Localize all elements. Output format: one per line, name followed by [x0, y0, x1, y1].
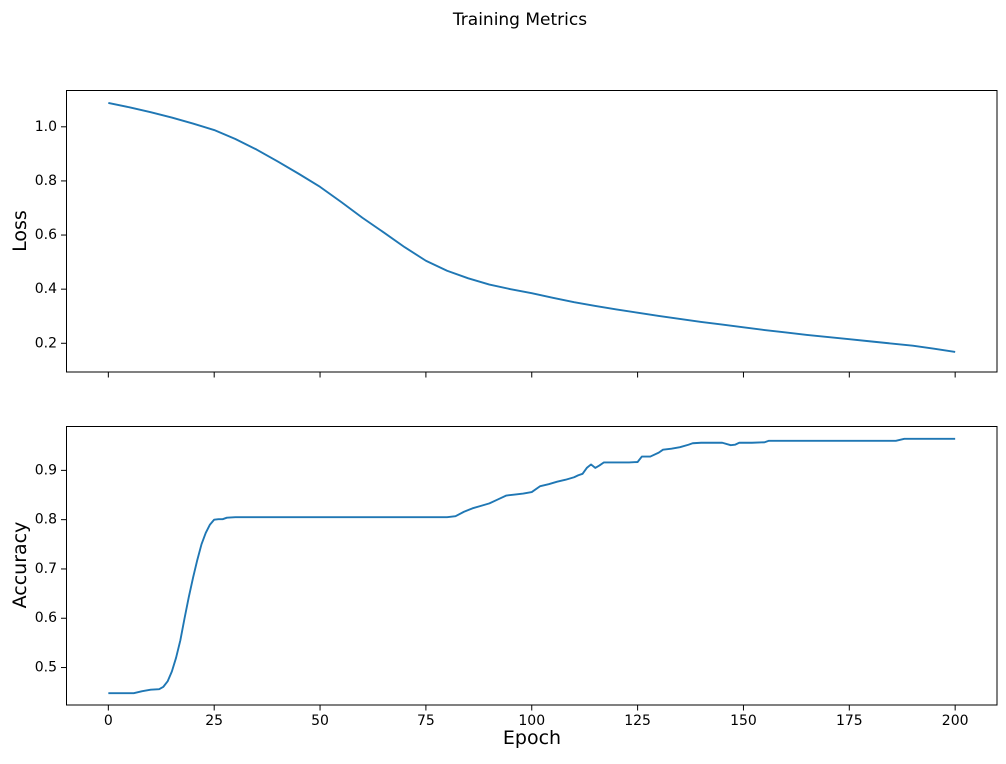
epoch-x-axis-label: Epoch: [502, 727, 562, 749]
loss-plot: 0.2 0.4 0.6 0.8 1.0: [35, 90, 998, 378]
x-tick-label: 100: [518, 713, 545, 729]
y-tick-label: 0.5: [35, 659, 57, 675]
figure-title: Training Metrics: [452, 10, 588, 30]
x-tick-label: 150: [730, 713, 757, 729]
axes-spine: [66, 90, 998, 373]
y-tick-label: 0.8: [35, 173, 57, 189]
accuracy-line: [108, 437, 956, 694]
y-tick-label: 0.8: [35, 511, 57, 527]
y-tick-label: 0.4: [35, 281, 57, 297]
y-tick-label: 0.2: [35, 335, 57, 351]
x-tick-label: 50: [311, 713, 329, 729]
x-tick-label: 200: [942, 713, 969, 729]
x-tick-label: 0: [104, 713, 113, 729]
x-tick-label: 125: [624, 713, 651, 729]
y-tick-label: 0.7: [35, 560, 57, 576]
axes-spine: [66, 425, 998, 705]
y-tick-label: 0.9: [35, 462, 57, 478]
x-tick-label: 25: [205, 713, 223, 729]
x-tick-label: 175: [836, 713, 863, 729]
accuracy-y-axis-label: Accuracy: [9, 521, 31, 609]
y-tick-label: 1.0: [35, 119, 57, 135]
loss-y-axis-label: Loss: [9, 210, 31, 252]
x-tick-label: 75: [417, 713, 435, 729]
y-tick-label: 0.6: [35, 227, 57, 243]
y-tick-label: 0.6: [35, 610, 57, 626]
accuracy-plot: 0 25 50 75 100 125 150 175 200 0.5 0.6 0.7 0.8 0.9: [35, 425, 998, 729]
loss-line: [108, 102, 956, 353]
